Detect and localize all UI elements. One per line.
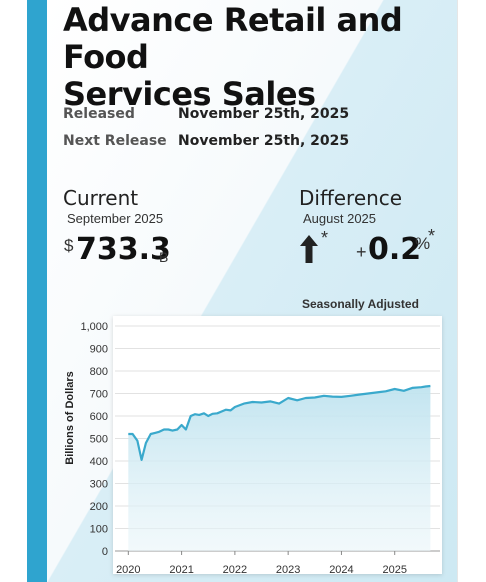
y-tick-label: 800: [90, 366, 108, 378]
y-tick-label: 600: [90, 411, 108, 423]
title-line-2: Services Sales: [63, 75, 316, 113]
page-title: Advance Retail and Food Services Sales: [63, 2, 443, 113]
next-release-value: November 25th, 2025: [178, 133, 350, 149]
y-tick-label: 1,000: [80, 321, 108, 333]
title-line-1: Advance Retail and Food: [63, 1, 403, 76]
released-label: Released: [63, 106, 135, 122]
current-unit: B: [159, 249, 169, 265]
y-tick-label: 0: [102, 546, 108, 558]
right-margin: [457, 0, 486, 582]
currency-symbol: $: [64, 236, 74, 255]
x-tick-label: 2020: [116, 564, 140, 576]
seasonally-adjusted-note: Seasonally Adjusted: [302, 297, 419, 311]
x-tick-label: 2024: [329, 564, 353, 576]
series-area: [128, 386, 431, 551]
y-axis-label: Billions of Dollars: [64, 371, 76, 465]
difference-unit: %: [415, 234, 431, 253]
x-tick-labels: 2020 2021 2022 2023 2024 2025: [116, 551, 407, 576]
y-tick-label: 900: [90, 344, 108, 356]
left-accent-bar: [27, 0, 47, 582]
next-release-label: Next Release: [63, 133, 167, 149]
current-period: September 2025: [67, 211, 164, 226]
difference-footnote-asterisk: *: [428, 226, 436, 246]
y-tick-label: 300: [90, 479, 108, 491]
x-tick-label: 2025: [382, 564, 406, 576]
y-tick-labels: 0 100 200 300 400 500 600 700 800 900 1,000: [80, 321, 108, 558]
y-tick-label: 700: [90, 389, 108, 401]
difference-title: Difference: [299, 186, 403, 210]
difference-value: 0.2: [368, 232, 422, 267]
difference-period: August 2025: [303, 211, 377, 226]
current-title: Current: [63, 186, 139, 210]
y-tick-label: 100: [90, 524, 108, 536]
y-tick-label: 200: [90, 501, 108, 513]
x-tick-label: 2022: [223, 564, 247, 576]
series-line: [128, 384, 431, 461]
current-value: 733.3: [76, 232, 171, 267]
x-tick-label: 2023: [276, 564, 300, 576]
difference-sign: +: [356, 242, 367, 262]
y-tick-label: 500: [90, 434, 108, 446]
released-value: November 25th, 2025: [178, 106, 350, 122]
arrow-footnote-asterisk: *: [321, 228, 329, 248]
y-tick-label: 400: [90, 456, 108, 468]
x-tick-label: 2021: [169, 564, 193, 576]
arrow-up-icon: [300, 235, 318, 263]
